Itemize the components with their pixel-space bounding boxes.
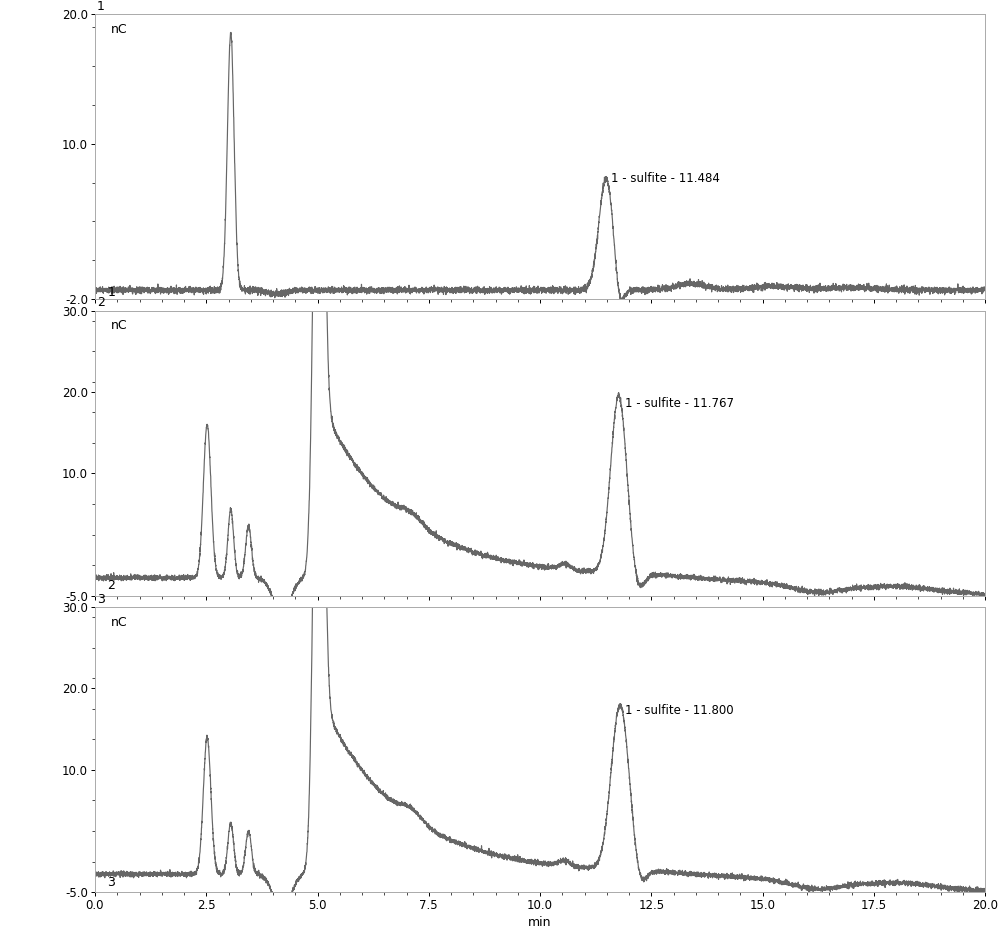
Text: 1 - sulfite - 11.767: 1 - sulfite - 11.767 [625, 397, 734, 410]
Text: 1: 1 [107, 286, 115, 298]
Text: 1 - sulfite - 11.484: 1 - sulfite - 11.484 [611, 172, 720, 185]
Text: nC: nC [111, 319, 127, 332]
Text: nC: nC [111, 615, 127, 629]
X-axis label: min: min [528, 917, 552, 929]
Text: 1 - sulfite - 11.800: 1 - sulfite - 11.800 [625, 704, 733, 717]
Text: 2: 2 [97, 296, 105, 310]
Text: 3: 3 [97, 593, 105, 606]
Text: nC: nC [111, 24, 127, 36]
Text: 1: 1 [97, 0, 105, 12]
Text: 2: 2 [107, 580, 115, 593]
Text: 3: 3 [107, 876, 115, 889]
